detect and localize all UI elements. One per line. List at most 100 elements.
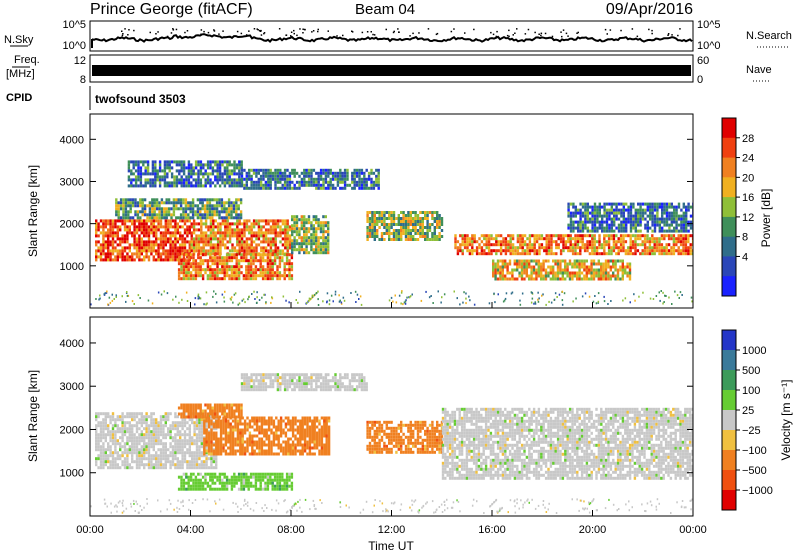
heatmap-cell [259,274,262,278]
heatmap-cell [651,240,654,244]
heatmap-cell [276,168,280,172]
heatmap-cell [278,274,282,278]
heatmap-cell [167,249,170,253]
heatmap-cell [305,233,308,237]
heatmap-cell [116,451,119,455]
heatmap-cell [199,265,202,269]
heatmap-cell [566,274,569,278]
heatmap-cell [562,234,565,238]
heatmap-cell [143,204,147,208]
heatmap-cell [152,243,155,247]
heatmap-cell [390,238,393,241]
heatmap-cell [187,172,191,176]
heatmap-cell [276,231,280,235]
heatmap-cell [276,277,279,281]
heatmap-cell [590,277,593,281]
heatmap-cell [188,246,191,250]
heatmap-cell [269,240,273,244]
heatmap-speckle [206,302,208,305]
heatmap-cell [236,243,239,247]
heatmap-cell [552,252,556,256]
heatmap-cell [131,442,134,446]
heatmap-speckle [443,293,446,296]
heatmap-cell [368,217,372,220]
heatmap-cell [107,234,110,238]
heatmap-cell [187,256,190,260]
heatmap-cell [414,217,417,220]
heatmap-cell [397,235,400,238]
heatmap-cell [237,216,240,220]
heatmap-cell [143,433,146,437]
heatmap-cell [140,451,143,455]
heatmap-cell [176,421,179,425]
heatmap-cell [591,246,594,250]
heatmap-cell [177,201,180,205]
heatmap-cell [135,460,139,464]
heatmap-cell [236,225,239,229]
heatmap-speckle [232,301,234,304]
heatmap-cell [223,201,226,205]
heatmap-cell [175,160,179,164]
heatmap-cell [145,430,148,434]
heatmap-cell [366,217,369,220]
heatmap-cell [188,430,191,434]
heatmap-cell [136,216,140,220]
heatmap-cell [376,211,379,214]
heatmap-speckle [462,301,464,304]
heatmap-cell [218,210,221,214]
heatmap-cell [324,236,327,240]
heatmap-cell [169,454,172,458]
heatmap-cell [454,246,457,250]
heatmap-cell [593,202,597,206]
heatmap-cell [259,259,262,263]
heatmap-cell [682,237,685,241]
heatmap-cell [480,246,484,250]
heatmap-cell [147,454,151,458]
heatmap-speckle [459,303,461,306]
heatmap-cell [274,237,277,241]
heatmap-cell [651,202,654,206]
heatmap-cell [312,227,315,231]
heatmap-cell [315,186,318,190]
heatmap-cell [200,433,203,437]
heatmap-cell [412,223,415,226]
heatmap-cell [206,207,209,211]
heatmap-cell [123,240,127,244]
heatmap-cell [225,216,228,220]
heatmap-cell [528,262,531,266]
heatmap-cell [226,228,229,232]
heatmap-cell [162,466,165,470]
heatmap-speckle [186,300,189,302]
heatmap-cell [152,249,155,253]
heatmap-cell [525,274,528,278]
heatmap-cell [593,246,596,250]
heatmap-cell [621,265,624,269]
heatmap-cell [230,259,234,263]
heatmap-cell [395,235,398,238]
heatmap-cell [591,226,594,230]
heatmap-cell [409,220,412,223]
nsearch-point [667,33,670,35]
heatmap-cell [200,451,203,455]
heatmap-cell [648,246,652,250]
heatmap-cell [463,234,467,238]
heatmap-cell [317,221,320,225]
heatmap-cell [95,445,98,449]
heatmap-cell [322,251,325,255]
heatmap-cell [240,168,244,172]
heatmap-cell [145,243,148,247]
heatmap-cell [117,213,120,217]
heatmap-cell [341,186,344,190]
heatmap-cell [133,228,136,232]
heatmap-cell [248,177,251,181]
heatmap-cell [624,252,628,256]
heatmap-cell [586,226,589,230]
heatmap-cell [262,219,265,223]
heatmap-cell [257,222,261,226]
heatmap-cell [556,268,560,272]
heatmap-cell [143,198,147,202]
heatmap-cell [200,418,203,422]
heatmap-cell [499,271,502,275]
heatmap-cell [163,181,167,185]
